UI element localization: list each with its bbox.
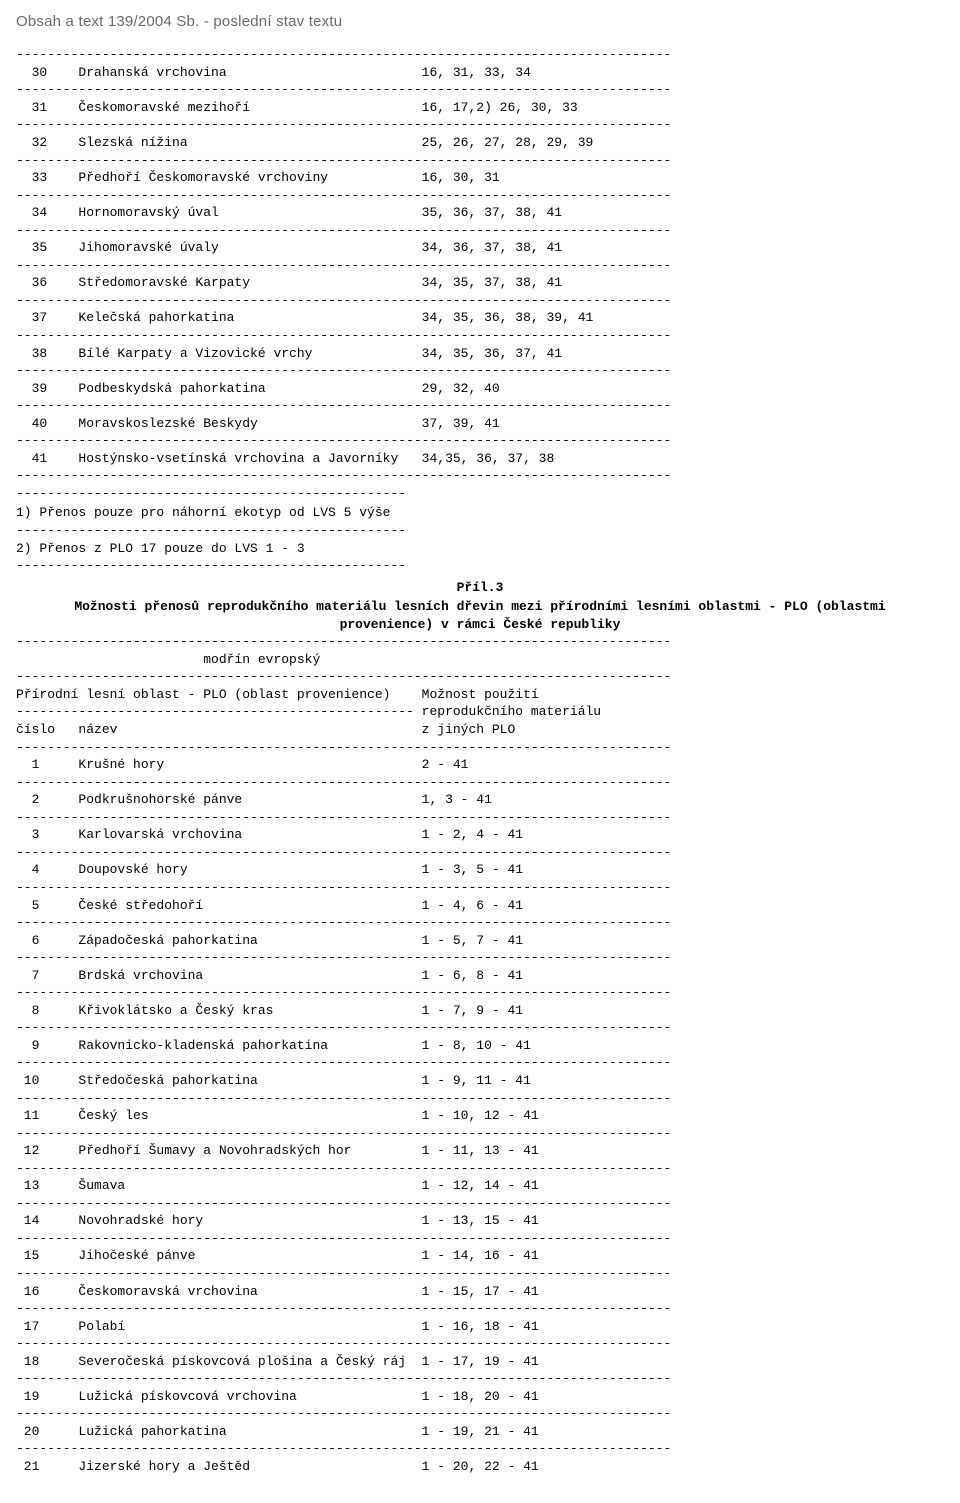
row-divider: ----------------------------------------…	[16, 1300, 944, 1318]
table2: ----------------------------------------…	[16, 739, 944, 1476]
table-row: 39 Podbeskydská pahorkatina 29, 32, 40	[16, 380, 944, 398]
table2-header-l1: Přírodní lesní oblast - PLO (oblast prov…	[16, 686, 944, 704]
table-row: 11 Český les 1 - 10, 12 - 41	[16, 1107, 944, 1125]
table-row: 32 Slezská nížina 25, 26, 27, 28, 29, 39	[16, 134, 944, 152]
row-divider: ----------------------------------------…	[16, 257, 944, 275]
sec2-div-2: ----------------------------------------…	[16, 668, 944, 686]
notes-divider-top: ----------------------------------------…	[16, 485, 944, 503]
table-row: 33 Předhoří Českomoravské vrchoviny 16, …	[16, 169, 944, 187]
row-divider: ----------------------------------------…	[16, 1440, 944, 1458]
sec2-div-top: ----------------------------------------…	[16, 633, 944, 651]
row-divider: ----------------------------------------…	[16, 984, 944, 1002]
table-row: 19 Lužická pískovcová vrchovina 1 - 18, …	[16, 1388, 944, 1406]
table-row: 15 Jihočeské pánve 1 - 14, 16 - 41	[16, 1247, 944, 1265]
table-row: 20 Lužická pahorkatina 1 - 19, 21 - 41	[16, 1423, 944, 1441]
table-row: 6 Západočeská pahorkatina 1 - 5, 7 - 41	[16, 932, 944, 950]
row-divider: ----------------------------------------…	[16, 432, 944, 450]
table-row: 18 Severočeská pískovcová plošina a Česk…	[16, 1353, 944, 1371]
table2-header-l2: ----------------------------------------…	[16, 703, 944, 721]
row-divider: ----------------------------------------…	[16, 292, 944, 310]
table-row: 12 Předhoří Šumavy a Novohradských hor 1…	[16, 1142, 944, 1160]
row-divider: ----------------------------------------…	[16, 397, 944, 415]
table-row: 41 Hostýnsko-vsetínská vrchovina a Javor…	[16, 450, 944, 468]
table-row: 14 Novohradské hory 1 - 13, 15 - 41	[16, 1212, 944, 1230]
table-row: 7 Brdská vrchovina 1 - 6, 8 - 41	[16, 967, 944, 985]
row-divider: ----------------------------------------…	[16, 187, 944, 205]
table-row: 1 Krušné hory 2 - 41	[16, 756, 944, 774]
row-divider: ----------------------------------------…	[16, 774, 944, 792]
note-2: 2) Přenos z PLO 17 pouze do LVS 1 - 3	[16, 540, 944, 558]
row-divider: ----------------------------------------…	[16, 1019, 944, 1037]
row-divider: ----------------------------------------…	[16, 1125, 944, 1143]
table1: ----------------------------------------…	[16, 46, 944, 485]
table-row: 8 Křivoklátsko a Český kras 1 - 7, 9 - 4…	[16, 1002, 944, 1020]
row-divider: ----------------------------------------…	[16, 1195, 944, 1213]
row-divider: ----------------------------------------…	[16, 362, 944, 380]
table-row: 36 Středomoravské Karpaty 34, 35, 37, 38…	[16, 274, 944, 292]
row-divider: ----------------------------------------…	[16, 1265, 944, 1283]
table-row: 4 Doupovské hory 1 - 3, 5 - 41	[16, 861, 944, 879]
row-divider: ----------------------------------------…	[16, 1230, 944, 1248]
table-row: 13 Šumava 1 - 12, 14 - 41	[16, 1177, 944, 1195]
row-divider: ----------------------------------------…	[16, 1405, 944, 1423]
table-row: 34 Hornomoravský úval 35, 36, 37, 38, 41	[16, 204, 944, 222]
row-divider: ----------------------------------------…	[16, 1160, 944, 1178]
table-row: 35 Jihomoravské úvaly 34, 36, 37, 38, 41	[16, 239, 944, 257]
table-row: 37 Kelečská pahorkatina 34, 35, 36, 38, …	[16, 309, 944, 327]
row-divider: ----------------------------------------…	[16, 222, 944, 240]
row-divider: ----------------------------------------…	[16, 879, 944, 897]
row-divider: ----------------------------------------…	[16, 1370, 944, 1388]
table-row: 31 Českomoravské mezihoří 16, 17,2) 26, …	[16, 99, 944, 117]
table-row: 9 Rakovnicko-kladenská pahorkatina 1 - 8…	[16, 1037, 944, 1055]
table-row: 40 Moravskoslezské Beskydy 37, 39, 41	[16, 415, 944, 433]
row-divider: ----------------------------------------…	[16, 809, 944, 827]
row-divider: ----------------------------------------…	[16, 327, 944, 345]
table-row: 16 Českomoravská vrchovina 1 - 15, 17 - …	[16, 1283, 944, 1301]
row-divider: ----------------------------------------…	[16, 46, 944, 64]
species-line: modřín evropský	[16, 651, 944, 669]
annex-heading: Příl.3	[36, 579, 924, 597]
table-row: 10 Středočeská pahorkatina 1 - 9, 11 - 4…	[16, 1072, 944, 1090]
row-divider: ----------------------------------------…	[16, 116, 944, 134]
row-divider: ----------------------------------------…	[16, 1054, 944, 1072]
notes-divider-bot: ----------------------------------------…	[16, 557, 944, 575]
table-row: 17 Polabí 1 - 16, 18 - 41	[16, 1318, 944, 1336]
row-divider: ----------------------------------------…	[16, 949, 944, 967]
table-row: 3 Karlovarská vrchovina 1 - 2, 4 - 41	[16, 826, 944, 844]
table2-header-l3: číslo název z jiných PLO	[16, 721, 944, 739]
row-divider: ----------------------------------------…	[16, 914, 944, 932]
table-row: 30 Drahanská vrchovina 16, 31, 33, 34	[16, 64, 944, 82]
notes-divider-mid: ----------------------------------------…	[16, 522, 944, 540]
annex-title: Možnosti přenosů reprodukčního materiálu…	[36, 598, 924, 633]
table-row: 21 Jizerské hory a Ještěd 1 - 20, 22 - 4…	[16, 1458, 944, 1476]
row-divider: ----------------------------------------…	[16, 81, 944, 99]
table-row: 5 České středohoří 1 - 4, 6 - 41	[16, 897, 944, 915]
table-row: 38 Bílé Karpaty a Vizovické vrchy 34, 35…	[16, 345, 944, 363]
row-divider: ----------------------------------------…	[16, 739, 944, 757]
row-divider: ----------------------------------------…	[16, 1090, 944, 1108]
row-divider: ----------------------------------------…	[16, 467, 944, 485]
page-title: Obsah a text 139/2004 Sb. - poslední sta…	[16, 12, 944, 32]
table-row: 2 Podkrušnohorské pánve 1, 3 - 41	[16, 791, 944, 809]
row-divider: ----------------------------------------…	[16, 844, 944, 862]
note-1: 1) Přenos pouze pro náhorní ekotyp od LV…	[16, 504, 944, 522]
row-divider: ----------------------------------------…	[16, 152, 944, 170]
row-divider: ----------------------------------------…	[16, 1335, 944, 1353]
